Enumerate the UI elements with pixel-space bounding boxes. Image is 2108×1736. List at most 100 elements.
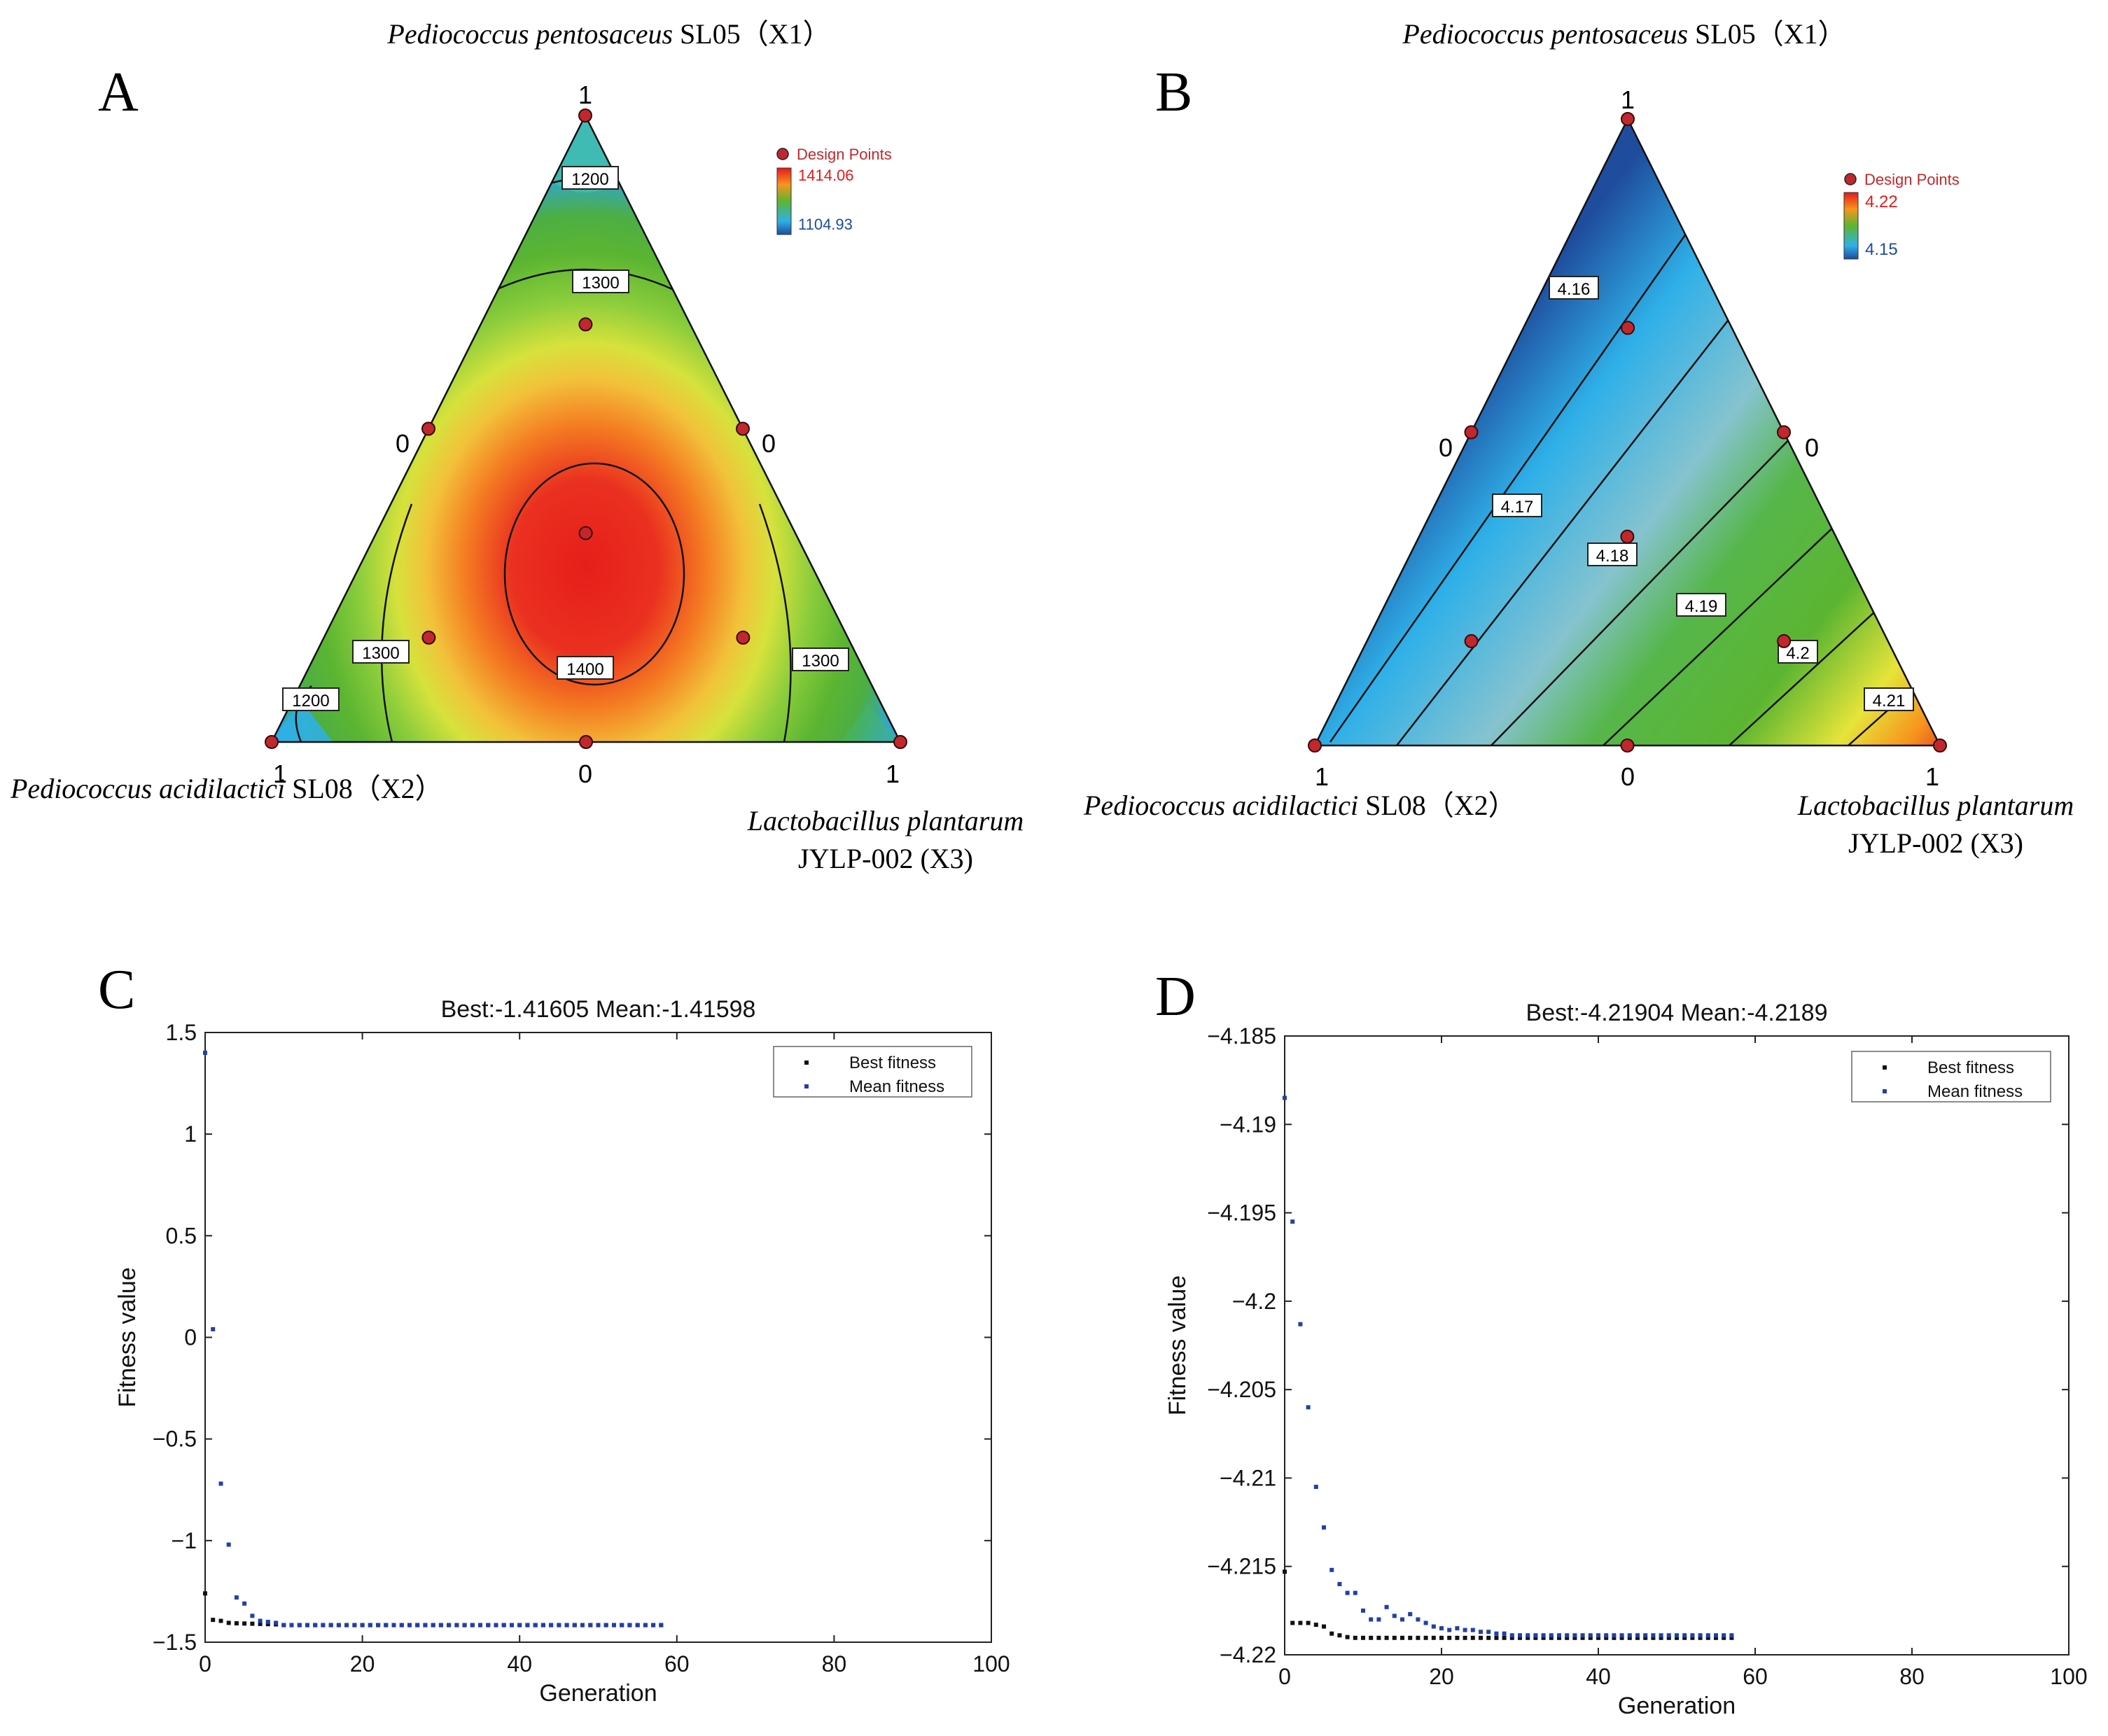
plot-c-mean-point <box>360 1623 365 1628</box>
plot-c-mean-point <box>431 1623 435 1628</box>
plot-d-best-point <box>1392 1635 1397 1640</box>
plot-c-mean-point <box>352 1623 357 1628</box>
panel-a-side-right-zero: 0 <box>762 429 776 458</box>
plot-d-best-point <box>1353 1635 1357 1640</box>
plot-d-best-point <box>1369 1635 1374 1640</box>
plot-d-best-point <box>1643 1635 1648 1640</box>
plot-c-mean-point <box>627 1623 632 1628</box>
plot-c-mean-point <box>603 1623 608 1628</box>
plot-c-legend-entry-1: Mean fitness <box>849 1077 944 1096</box>
plot-c-mean-point <box>580 1623 585 1628</box>
plot-d-best-point <box>1376 1635 1381 1640</box>
plot-c-mean-point <box>289 1623 294 1628</box>
plot-d-mean-point <box>1290 1219 1295 1224</box>
panel-b-vertex-top: 1 <box>1621 85 1635 114</box>
plot-d-mean-point <box>1423 1620 1428 1625</box>
panel-a: A Pediococcus pentosaceus SL05（X1） 1200 <box>10 18 1024 874</box>
plot-c-mean-point <box>557 1623 561 1628</box>
plot-d-best-point <box>1557 1635 1561 1640</box>
plot-c-ytick-label: 1 <box>184 1121 197 1147</box>
plot-c-mean-point <box>203 1051 207 1055</box>
plot-d-best-point <box>1494 1635 1499 1640</box>
panel-a-top-strain: SL05（X1） <box>673 18 831 50</box>
plot-d-ytick-label: −4.215 <box>1207 1554 1276 1579</box>
plot-c-mean-point <box>328 1623 333 1628</box>
plot-c-mean-point <box>447 1623 452 1628</box>
plot-c-mean-point <box>391 1623 396 1628</box>
design-point-b-4 <box>1777 425 1791 440</box>
plot-c-ytick-label: 0 <box>184 1325 197 1350</box>
plot-c-best-point <box>211 1618 216 1623</box>
plot-c-mean-point <box>588 1623 593 1628</box>
plot-d-best-point <box>1329 1631 1334 1636</box>
plot-d-best-point <box>1509 1635 1514 1640</box>
plot-c-legend-marker-1 <box>804 1084 809 1088</box>
panel-b-legend-marker <box>1844 173 1857 186</box>
plot-d-mean-point <box>1565 1633 1570 1638</box>
panel-a-right-strain: JYLP-002 (X3) <box>798 843 973 874</box>
plot-d-best-point <box>1714 1635 1718 1640</box>
plot-d-mean-point <box>1392 1614 1397 1618</box>
plot-c-ytick-label: 0.5 <box>166 1223 197 1248</box>
panel-b-top-species: Pediococcus pentosaceus <box>1402 18 1688 50</box>
plot-d-mean-point <box>1588 1633 1593 1638</box>
contour-label-a-1200-left: 1200 <box>282 687 340 711</box>
plot-c-mean-point <box>612 1623 616 1628</box>
plot-c-xtick-label: 40 <box>507 1651 532 1676</box>
plot-c-xtick-label: 60 <box>664 1651 690 1676</box>
plot-c-mean-point <box>486 1623 491 1628</box>
plot-d-best-point <box>1722 1635 1726 1640</box>
plot-d-ytick-label: −4.19 <box>1220 1112 1276 1137</box>
panel-a-base-zero: 0 <box>578 760 592 788</box>
plot-c-title: Best:-1.41605 Mean:-1.41598 <box>441 996 756 1023</box>
plot-d-xtick-label: 20 <box>1429 1664 1454 1689</box>
contour-label-a-1200-top: 1200 <box>561 166 619 190</box>
plot-c-best-point <box>226 1620 231 1625</box>
plot-c-mean-point <box>281 1623 286 1628</box>
plot-c-mean-point <box>549 1623 554 1628</box>
design-point-b-9 <box>1777 634 1792 648</box>
plot-d-mean-point <box>1526 1633 1530 1638</box>
plot-c-best-point <box>203 1591 207 1596</box>
plot-d-mean-point <box>1384 1604 1389 1609</box>
design-point-a-4 <box>736 421 750 436</box>
plot-d-best-point <box>1463 1635 1467 1640</box>
plot-d-best-point <box>1479 1635 1483 1640</box>
plot-d-best-point <box>1447 1635 1452 1640</box>
plot-c-mean-point <box>572 1623 577 1628</box>
design-point-b-0 <box>1621 112 1635 126</box>
plot-c-xlabel: Generation <box>539 1680 657 1707</box>
plot-d-mean-point <box>1612 1633 1617 1638</box>
svg-text:4.19: 4.19 <box>1685 597 1718 616</box>
design-point-a-3 <box>421 421 435 436</box>
panel-b-legend-title: Design Points <box>1864 171 1960 188</box>
plot-d-xtick-label: 60 <box>1743 1664 1768 1689</box>
panel-a-side-left-zero: 0 <box>396 429 410 458</box>
plot-d-best-point <box>1337 1633 1342 1638</box>
contour-label-b-421: 4.21 <box>1864 687 1914 711</box>
plot-c-best-point <box>265 1622 270 1627</box>
plot-c-mean-point <box>643 1623 648 1628</box>
plot-c-mean-point <box>478 1623 482 1628</box>
plot-d-mean-point <box>1329 1567 1334 1572</box>
contour-label-b-418: 4.18 <box>1587 542 1638 566</box>
plot-c-mean-point <box>620 1623 624 1628</box>
plot-c-xtick-label: 80 <box>822 1651 847 1676</box>
plot-d-mean-point <box>1447 1628 1452 1632</box>
plot-d-mean-point <box>1580 1633 1585 1638</box>
plot-c-mean-point <box>305 1623 309 1628</box>
plot-c-mean-point <box>540 1623 545 1628</box>
svg-text:4.21: 4.21 <box>1873 692 1906 710</box>
contour-label-a-1300-top: 1300 <box>572 270 629 293</box>
plot-c-mean-point <box>494 1623 498 1628</box>
plot-d-best-point <box>1486 1635 1491 1640</box>
plot-d-best-point <box>1502 1635 1507 1640</box>
svg-text:1300: 1300 <box>582 274 619 293</box>
panel-a-vertex-left: 1 <box>273 760 287 788</box>
plot-c-mean-point <box>258 1618 263 1623</box>
plot-c-mean-point <box>533 1623 538 1628</box>
plot-d-xtick-label: 80 <box>1899 1664 1925 1689</box>
plot-c-mean-point <box>651 1623 656 1628</box>
plot-d-best-point <box>1690 1635 1695 1640</box>
panel-b-left-species: Pediococcus acidilactici <box>1083 790 1358 821</box>
